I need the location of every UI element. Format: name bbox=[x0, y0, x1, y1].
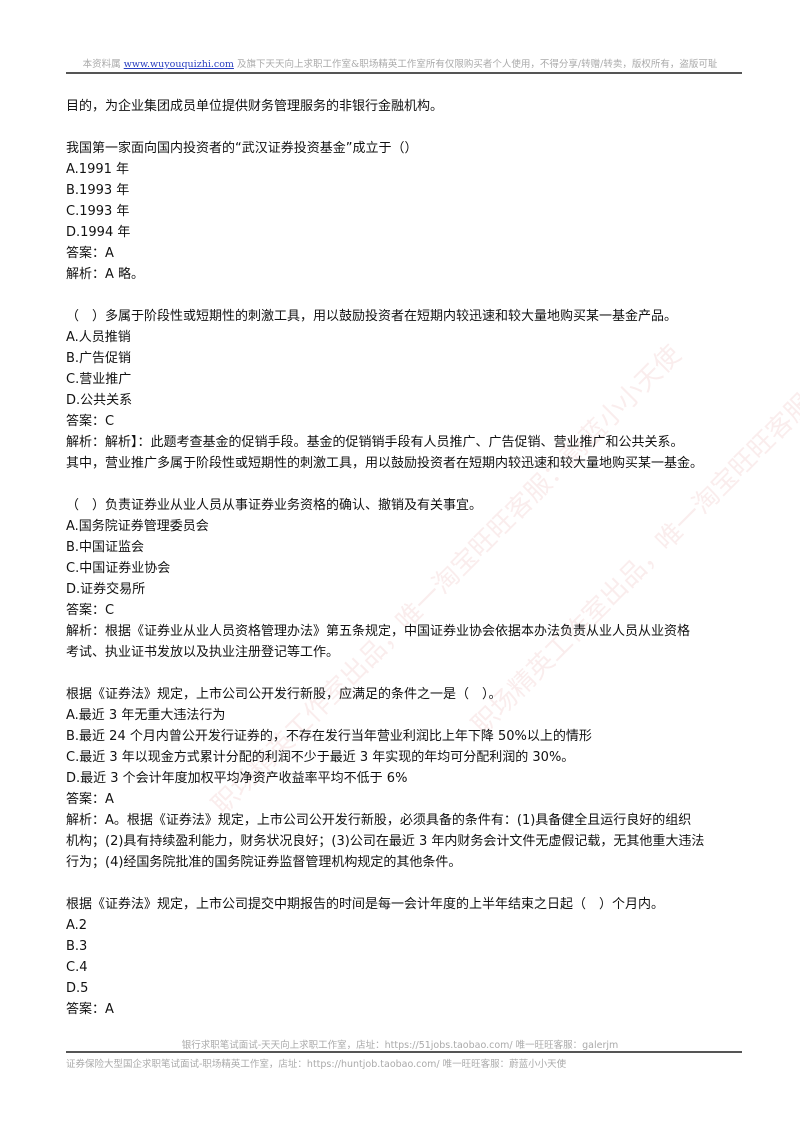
text-line: 解析：解析】：此题考查基金的促销手段。基金的促销销手段有人员推广、广告促销、营业… bbox=[66, 435, 684, 450]
text-line: B.广告促销 bbox=[66, 351, 132, 366]
text-line: 目的，为企业集团成员单位提供财务管理服务的非银行金融机构。 bbox=[66, 99, 444, 114]
header-divider bbox=[66, 72, 742, 74]
text-line: B.1993 年 bbox=[66, 183, 130, 198]
text-line: 考试、执业证书发放以及执业注册登记等工作。 bbox=[66, 645, 340, 660]
text-line: A.最近 3 年无重大违法行为 bbox=[66, 708, 226, 723]
question-block: 我国第一家面向国内投资者的“武汉证券投资基金”成立于（） A.1991 年 B.19… bbox=[66, 138, 746, 285]
question-block: 根据《证券法》规定，上市公司提交中期报告的时间是每一会计年度的上半年结束之日起（… bbox=[66, 894, 746, 1020]
text-line: D.1994 年 bbox=[66, 225, 131, 240]
text-line: C.1993 年 bbox=[66, 204, 130, 219]
text-line: （ ）多属于阶段性或短期性的刺激工具，用以鼓励投资者在短期内较迅速和较大量地购买… bbox=[66, 309, 678, 324]
text-line: D.最近 3 个会计年度加权平均净资产收益率平均不低于 6% bbox=[66, 771, 408, 786]
header-link[interactable]: www.wuyouquizhi.com bbox=[123, 59, 234, 70]
footer-line-1: 银行求职笔试面试-天天向上求职工作室，店址：https://51jobs.tao… bbox=[181, 1040, 619, 1051]
text-line: A.2 bbox=[66, 918, 88, 933]
question-block: （ ）负责证券业从业人员从事证券业务资格的确认、撤销及有关事宜。 A.国务院证券管… bbox=[66, 495, 746, 663]
text-line: A.1991 年 bbox=[66, 162, 130, 177]
text-line: D.公共关系 bbox=[66, 393, 133, 408]
text-line: 答案：A bbox=[66, 1002, 114, 1017]
text-line: 根据《证券法》规定，上市公司提交中期报告的时间是每一会计年度的上半年结束之日起（… bbox=[66, 897, 665, 912]
question-block: （ ）多属于阶段性或短期性的刺激工具，用以鼓励投资者在短期内较迅速和较大量地购买… bbox=[66, 306, 746, 474]
text-line: A.人员推销 bbox=[66, 330, 131, 345]
text-line: 其中，营业推广多属于阶段性或短期性的刺激工具，用以鼓励投资者在短期内较迅速和较大… bbox=[66, 456, 704, 471]
footer-divider bbox=[66, 1051, 742, 1053]
text-line: 我国第一家面向国内投资者的“武汉证券投资基金”成立于（） bbox=[66, 141, 418, 156]
text-line: A.国务院证券管理委员会 bbox=[66, 519, 209, 534]
page-header: 本资料属 www.wuyouquizhi.com 及旗下天天向上求职工作室&职场… bbox=[0, 56, 800, 70]
text-line: 行为；(4)经国务院批准的国务院证券监督管理机构规定的其他条件。 bbox=[66, 855, 462, 870]
text-line: 答案：A bbox=[66, 246, 114, 261]
text-line: C.营业推广 bbox=[66, 372, 132, 387]
text-line: 机构；(2)具有持续盈利能力，财务状况良好；(3)公司在最近 3 年内财务会计文… bbox=[66, 834, 705, 849]
header-prefix: 本资料属 bbox=[82, 59, 121, 70]
text-line: 答案：C bbox=[66, 414, 115, 429]
footer-line-2: 证券保险大型国企求职笔试面试-职场精英工作室，店址：https://huntjo… bbox=[66, 1059, 567, 1070]
text-line: 解析：A 略。 bbox=[66, 267, 145, 282]
text-line: 答案：A bbox=[66, 792, 114, 807]
question-block: 根据《证券法》规定，上市公司公开发行新股，应满足的条件之一是（ ）。 A.最近 3… bbox=[66, 684, 746, 873]
document-body: 目的，为企业集团成员单位提供财务管理服务的非银行金融机构。 我国第一家面向国内投资… bbox=[66, 96, 746, 1041]
text-line: C.最近 3 年以现金方式累计分配的利润不少于最近 3 年实现的年均可分配利润的… bbox=[66, 750, 575, 765]
text-line: C.中国证券业协会 bbox=[66, 561, 171, 576]
text-line: 解析：A。根据《证券法》规定，上市公司公开发行新股，必须具备的条件有：(1)具备… bbox=[66, 813, 692, 828]
text-line: B.中国证监会 bbox=[66, 540, 145, 555]
text-line: 解析：根据《证券业从业人员资格管理办法》第五条规定，中国证券业协会依据本办法负责… bbox=[66, 624, 691, 639]
text-line: D.5 bbox=[66, 981, 89, 996]
text-line: C.4 bbox=[66, 960, 88, 975]
text-line: 答案：C bbox=[66, 603, 115, 618]
text-line: D.证券交易所 bbox=[66, 582, 146, 597]
text-line: 根据《证券法》规定，上市公司公开发行新股，应满足的条件之一是（ ）。 bbox=[66, 687, 502, 702]
text-line: B.3 bbox=[66, 939, 88, 954]
text-line: （ ）负责证券业从业人员从事证券业务资格的确认、撤销及有关事宜。 bbox=[66, 498, 483, 513]
header-suffix: 及旗下天天向上求职工作室&职场精英工作室所有仅限购买者个人使用，不得分享/转赠/… bbox=[236, 59, 718, 70]
text-line: B.最近 24 个月内曾公开发行证券的，不存在发行当年营业利润比上年下降 50%… bbox=[66, 729, 592, 744]
intro-paragraph: 目的，为企业集团成员单位提供财务管理服务的非银行金融机构。 bbox=[66, 96, 746, 117]
